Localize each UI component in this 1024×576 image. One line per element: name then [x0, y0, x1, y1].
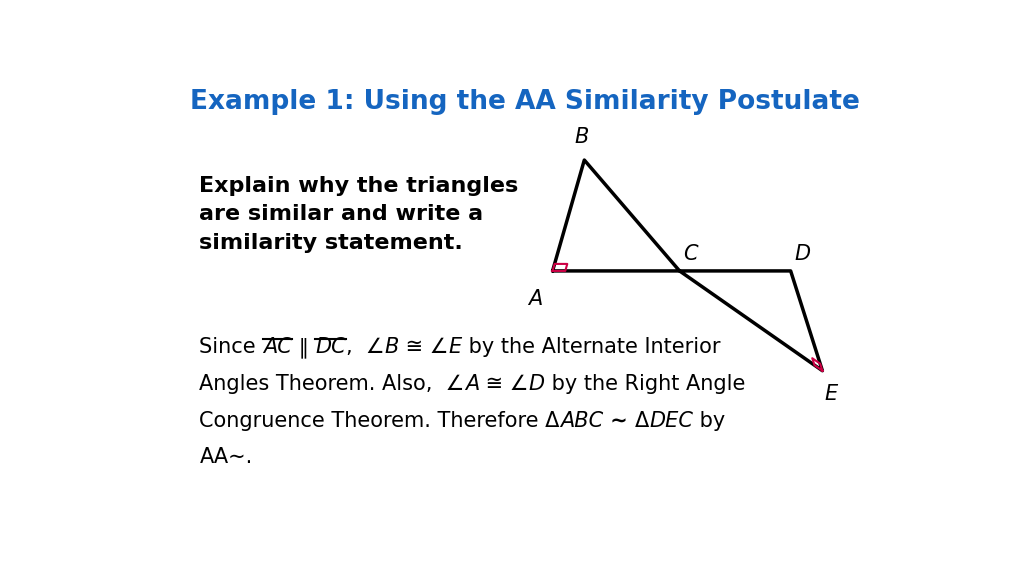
- Text: ≅ ∠: ≅ ∠: [479, 374, 528, 394]
- Text: by: by: [693, 411, 726, 431]
- Text: B: B: [574, 127, 589, 147]
- Text: ABC: ABC: [560, 411, 603, 431]
- Text: DC: DC: [315, 337, 346, 357]
- Text: Congruence Theorem. Therefore Δ: Congruence Theorem. Therefore Δ: [200, 411, 560, 431]
- Text: E: E: [824, 384, 838, 404]
- Text: by the Right Angle: by the Right Angle: [545, 374, 745, 394]
- Text: Since: Since: [200, 337, 263, 357]
- Text: D: D: [795, 244, 811, 264]
- Text: DEC: DEC: [649, 411, 693, 431]
- Text: AA∼.: AA∼.: [200, 448, 253, 467]
- Text: ∼: ∼: [603, 411, 635, 431]
- Text: Example 1: Using the AA Similarity Postulate: Example 1: Using the AA Similarity Postu…: [189, 89, 860, 115]
- Text: D: D: [528, 374, 545, 394]
- Text: B: B: [385, 337, 399, 357]
- Text: A: A: [465, 374, 479, 394]
- Text: Δ: Δ: [635, 411, 649, 431]
- Text: A: A: [528, 289, 543, 309]
- Text: ≅ ∠: ≅ ∠: [399, 337, 449, 357]
- Text: Angles Theorem. Also,  ∠: Angles Theorem. Also, ∠: [200, 374, 465, 394]
- Text: AC: AC: [263, 337, 292, 357]
- Text: C: C: [684, 244, 698, 264]
- Text: ,  ∠: , ∠: [346, 337, 385, 357]
- Text: E: E: [449, 337, 462, 357]
- Text: by the Alternate Interior: by the Alternate Interior: [462, 337, 720, 357]
- Text: ∥: ∥: [292, 337, 315, 358]
- Text: Explain why the triangles
are similar and write a
similarity statement.: Explain why the triangles are similar an…: [200, 176, 519, 253]
